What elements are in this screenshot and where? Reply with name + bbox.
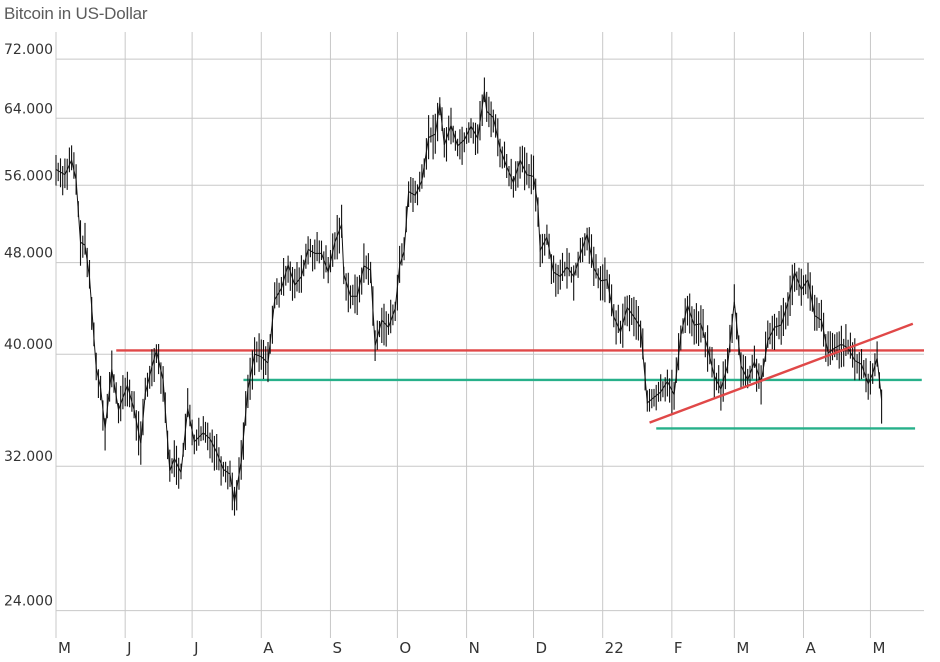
y-tick-label: 40.000: [4, 337, 53, 353]
axes: 72.000 64.000 56.000 48.000 40.000 32.000 24.0…: [4, 42, 885, 657]
trendline: [649, 322, 914, 424]
x-tick-label: M: [872, 639, 885, 657]
y-tick-label: 56.000: [4, 168, 53, 184]
y-tick-label: 72.000: [4, 42, 53, 58]
trendlines: [649, 322, 914, 424]
x-tick-label: M: [58, 639, 71, 657]
x-tick-label: O: [399, 639, 411, 657]
x-tick-label: S: [332, 639, 342, 657]
x-tick-label: J: [193, 639, 198, 657]
x-tick-label: M: [736, 639, 749, 657]
annotation-lines: [116, 349, 924, 430]
y-tick-label: 24.000: [4, 594, 53, 610]
y-tick-label: 32.000: [4, 449, 53, 465]
y-tick-label: 48.000: [4, 246, 53, 262]
x-tick-label: N: [469, 639, 480, 657]
price-line: [55, 91, 883, 503]
y-tick-label: 64.000: [4, 101, 53, 117]
grid: [55, 32, 924, 638]
x-tick-label: 22: [605, 639, 624, 657]
x-tick-label: F: [674, 639, 683, 657]
price-bars: [55, 77, 883, 516]
x-tick-label: D: [536, 639, 548, 657]
x-tick-label: A: [806, 639, 817, 657]
x-tick-label: A: [263, 639, 274, 657]
x-tick-label: J: [126, 639, 131, 657]
chart-title: Bitcoin in US-Dollar: [4, 4, 148, 23]
price-series: [55, 77, 883, 516]
